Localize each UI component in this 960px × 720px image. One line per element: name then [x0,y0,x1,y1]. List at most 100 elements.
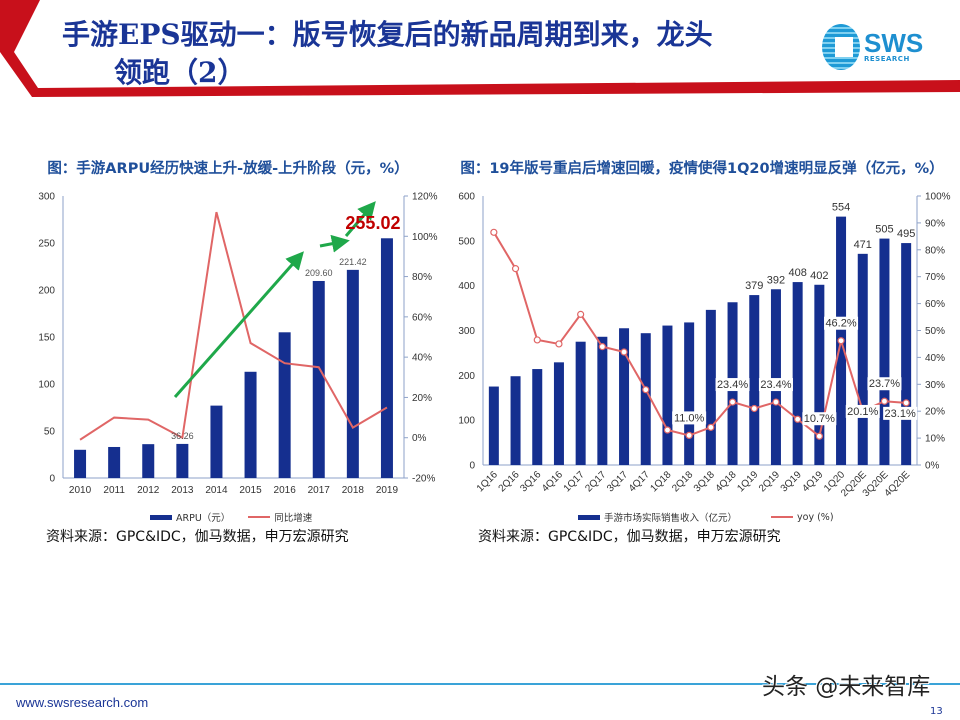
bar-label: 402 [810,270,828,282]
chart2-title: 图：19年版号重启后增速回暖，疫情使得1Q20增速明显反弹（亿元，%） [460,161,944,177]
y-right-tick-label: 90% [925,218,945,229]
line-marker [598,343,606,351]
title-line-1: 手游EPS驱动一：版号恢复后的新品周期到来，龙头 [62,18,713,51]
x-tick-label: 2Q19 [757,469,782,494]
line-marker [533,336,541,344]
bar-label: 408 [788,267,806,279]
bar [244,371,257,478]
y-right-tick-label: 70% [925,272,945,283]
chart-mobile-game-revenue: 0 100 200 300 400 500 600 0% 10% 20% 30% 40% 50% 60% 7… [458,192,950,500]
bar [901,243,912,465]
bar [575,341,586,465]
y-right-tick-label: 60% [925,299,945,310]
trend-arrow [173,251,304,398]
line-label: 46.2% [825,318,856,330]
legend-growth: 同比增速 [274,513,313,524]
bar-label: 379 [745,280,763,292]
sws-logo: SWS RESEARCH [822,24,923,70]
page-number: 13 [930,706,943,717]
footer-url[interactable]: www.swsresearch.com [16,695,149,710]
line-label-bg [883,406,918,420]
logo-text: SWS [864,28,924,58]
bar-label: 554 [832,202,850,214]
x-tick-label: 3Q17 [605,469,630,494]
x-tick-label: 2Q16 [497,469,522,494]
y-right-tick-label: 40% [412,353,432,364]
y-right-tick-label: 80% [412,272,432,283]
data-label: 36.26 [171,431,194,441]
line-label-bg [715,378,750,392]
y-left-tick-label: 100 [38,380,55,391]
legend-line-swatch [771,516,794,518]
x-tick-label: 1Q17 [562,469,587,494]
y-left-tick-label: 150 [38,333,55,344]
bar [814,284,825,465]
line-marker [707,423,715,431]
y-right-tick-label: 40% [925,353,945,364]
bar [108,446,121,478]
x-tick-label: 2011 [103,485,125,496]
y-left-tick-label: 300 [38,192,55,203]
bar [770,289,781,465]
line-label-bg [672,411,707,425]
y-right-tick-label: 20% [412,393,432,404]
y-right-tick-label: 0% [412,433,427,444]
bar [619,328,630,465]
y-left-tick-label: 600 [458,192,475,203]
line-marker [490,228,498,236]
line-marker [642,386,650,394]
line-label-bg [867,377,902,391]
sws-logo-icon [822,24,860,70]
bar [879,238,890,465]
bar-label: 392 [767,274,785,286]
x-tick-label: 2016 [274,485,297,496]
chart1-legend: ARPU（元） 同比增速 [150,510,312,524]
bar [210,405,223,478]
legend-arpu: ARPU（元） [176,513,231,524]
line-label: 23.7% [869,378,900,390]
line-label: 23.1% [885,408,916,420]
line-marker [750,404,758,413]
line-label: 11.0% [674,412,705,424]
x-tick-label: 4Q19 [800,469,825,494]
bar [662,325,673,465]
line-marker [555,340,563,348]
line-marker [511,265,520,273]
growth-line [492,231,907,438]
chart1-source: 资料来源：GPC&IDC，伽马数据，申万宏源研究 [46,529,349,545]
y-right-tick-label: 120% [412,192,438,203]
legend-yoy: yoy (%) [797,511,834,523]
x-tick-label: 3Q19 [779,469,804,494]
chart2-legend: 手游市场实际销售收入（亿元） yoy (%) [578,510,834,524]
bar [176,443,189,478]
x-tick-label: 2017 [308,485,331,496]
line-label: 20.1% [847,406,878,418]
x-tick-label: 4Q16 [540,469,565,494]
bar [312,280,325,478]
legend-bar-swatch [150,514,172,520]
growth-line [79,211,388,441]
x-tick-label: 1Q18 [648,469,673,494]
line-label: 23.4% [760,379,791,391]
y-right-tick-label: 80% [925,245,945,256]
y-right-tick-label: 20% [925,407,945,418]
line-marker [794,415,802,423]
x-tick-label: 3Q16 [518,469,543,494]
x-tick-label: 2012 [137,485,160,496]
x-tick-label: 2010 [69,485,92,496]
line-marker [902,399,910,407]
x-tick-label: 2013 [171,485,194,496]
bar [74,449,87,478]
bar [488,386,499,465]
y-left-tick-label: 50 [44,427,56,438]
y-right-tick-label: 100% [412,232,438,243]
chart1-title: 图：手游ARPU经历快速上升-放缓-上升阶段（元，%） [47,161,409,177]
y-left-tick-label: 0 [469,461,475,472]
x-tick-label: 2Q18 [670,469,695,494]
page-title: 手游EPS驱动一：版号恢复后的新品周期到来，龙头 领跑（2） [62,16,822,92]
line-marker [620,348,628,356]
x-tick-label: 4Q18 [714,469,739,494]
data-label-highlight: 255.02 [345,213,400,233]
bar [346,269,359,478]
y-right-tick-label: 0% [925,461,940,472]
